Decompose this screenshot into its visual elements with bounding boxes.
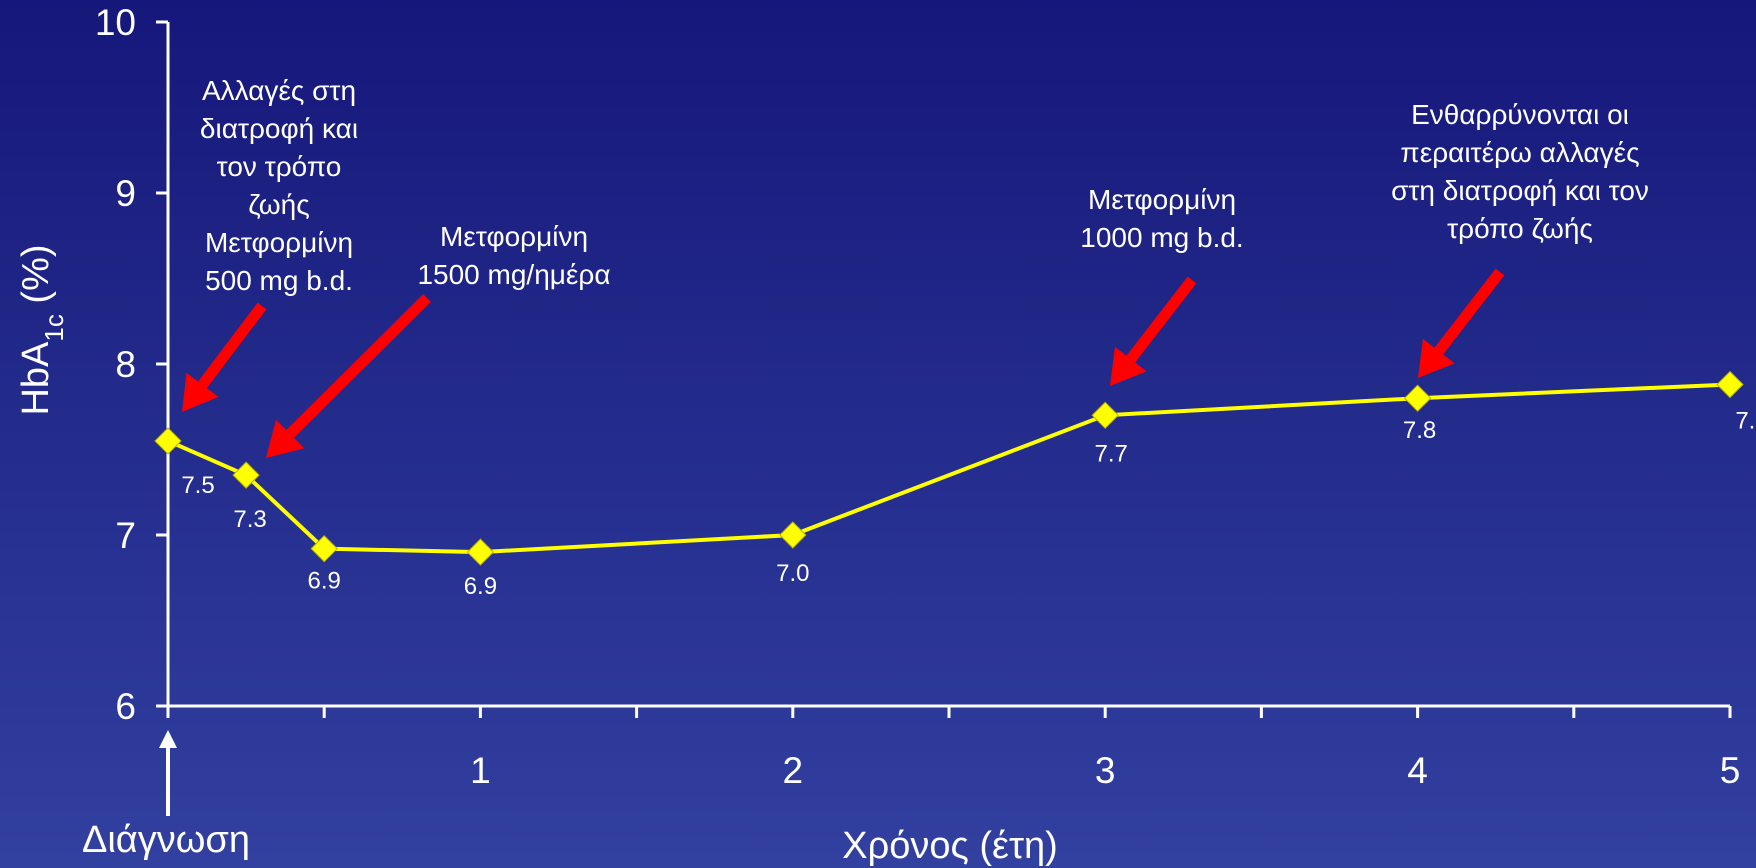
annotation-line: τον τρόπο xyxy=(217,151,342,182)
diagnosis-arrow-head xyxy=(159,730,177,748)
annotation-line: στη διατροφή και τον xyxy=(1391,175,1649,206)
series-group xyxy=(154,370,1744,566)
annotation-text: Αλλαγές στη διατροφή και τον τρόπο ζωής Μετφ… xyxy=(200,75,358,296)
y-tick-label: 6 xyxy=(115,686,136,727)
data-point-marker xyxy=(466,538,495,566)
data-label: 7.5 xyxy=(181,472,214,499)
data-point-marker xyxy=(154,427,182,455)
red-arrow-head xyxy=(1110,346,1147,386)
diagnosis-marker: Διάγνωση xyxy=(82,730,250,861)
diagnosis-label: Διάγνωση xyxy=(82,819,250,861)
y-tick-label: 8 xyxy=(115,344,136,385)
x-tick-label: 2 xyxy=(783,750,804,791)
red-arrow-shaft xyxy=(1434,268,1505,355)
annotation-line: τρόπο ζωής xyxy=(1447,213,1593,244)
red-arrow-shaft xyxy=(1126,276,1197,363)
x-axis-title: Χρόνος (έτη) xyxy=(842,825,1058,867)
data-labels: 7.5 7.3 6.9 6.9 7.0 7.7 7.8 7.9 xyxy=(181,408,1756,601)
data-point-marker xyxy=(779,521,807,549)
x-axis-ticks: 1 2 3 4 5 xyxy=(166,706,1741,791)
annotations: Αλλαγές στη διατροφή και τον τρόπο ζωής Μετφ… xyxy=(200,75,1649,296)
annotation-line: Μετφορμίνη xyxy=(205,227,353,258)
data-point-marker xyxy=(1091,401,1119,430)
annotation-line: ζωής xyxy=(248,189,309,220)
data-point-marker xyxy=(310,534,338,563)
data-label: 7.3 xyxy=(233,506,266,533)
y-axis-title: HbA1c (%) xyxy=(15,244,69,415)
data-label: 6.9 xyxy=(464,573,497,600)
x-tick-label: 3 xyxy=(1095,750,1116,791)
annotation-text: Μετφορμίνη 1500 mg/ημέρα xyxy=(417,221,610,290)
data-point-marker xyxy=(232,461,260,489)
data-label: 7.0 xyxy=(776,560,809,587)
data-label: 6.9 xyxy=(308,568,341,595)
y-tick-label: 7 xyxy=(115,515,136,556)
annotation-line: Μετφορμίνη xyxy=(1088,184,1236,215)
annotation-line: 500 mg b.d. xyxy=(205,265,353,296)
x-tick-label: 4 xyxy=(1407,750,1428,791)
annotation-line: 1000 mg b.d. xyxy=(1080,222,1243,253)
annotation-arrows xyxy=(182,268,1505,458)
annotation-line: διατροφή και xyxy=(200,113,358,144)
data-label: 7.7 xyxy=(1095,440,1128,467)
red-arrow-shaft xyxy=(198,302,267,389)
annotation-line: Αλλαγές στη xyxy=(202,75,356,106)
y-tick-label: 10 xyxy=(95,2,136,43)
y-tick-label: 9 xyxy=(115,173,136,214)
series-line xyxy=(167,382,1731,555)
red-arrow-head xyxy=(266,419,305,458)
data-point-marker xyxy=(1716,370,1744,399)
annotation-line: Ενθαρρύνονται οι xyxy=(1411,99,1629,130)
red-arrow-head xyxy=(1418,338,1455,378)
data-point-marker xyxy=(1403,384,1432,412)
annotation-text: Ενθαρρύνονται οι περαιτέρω αλλαγές στη δια… xyxy=(1391,99,1649,244)
data-label: 7.8 xyxy=(1403,417,1436,444)
data-label: 7.9 xyxy=(1735,408,1756,435)
annotation-line: 1500 mg/ημέρα xyxy=(417,259,610,290)
x-tick-label: 5 xyxy=(1720,750,1741,791)
x-tick-label: 1 xyxy=(470,750,491,791)
red-arrow-head xyxy=(182,372,219,412)
annotation-line: περαιτέρω αλλαγές xyxy=(1400,137,1639,168)
y-axis-ticks: 6 7 8 9 10 xyxy=(95,2,168,727)
red-arrow-shaft xyxy=(286,294,431,438)
annotation-text: Μετφορμίνη 1000 mg b.d. xyxy=(1080,184,1243,253)
annotation-line: Μετφορμίνη xyxy=(440,221,588,252)
